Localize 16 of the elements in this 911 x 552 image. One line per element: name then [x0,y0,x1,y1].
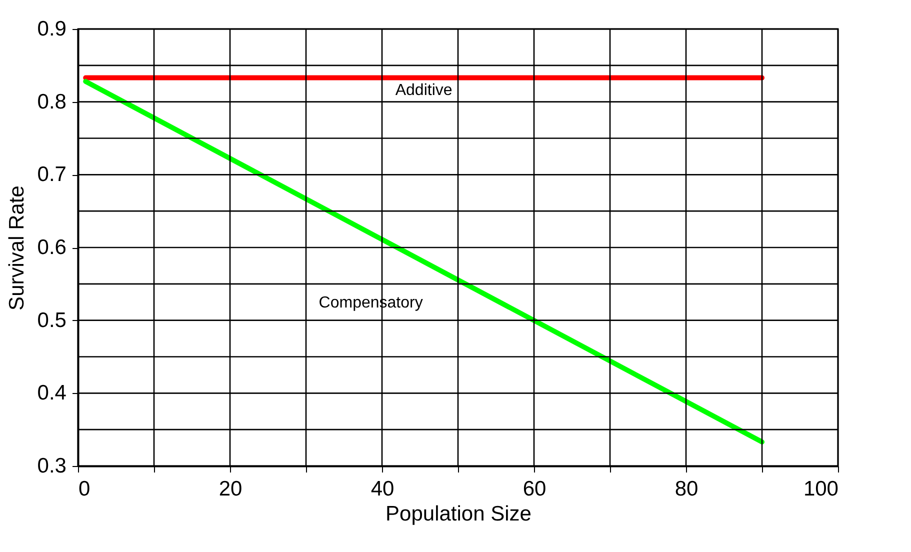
y-tick-label: 0.6 [37,236,66,259]
y-tick-label: 0.9 [37,18,66,40]
y-tick-label: 0.8 [37,90,66,114]
y-tick-label: 0.7 [37,163,66,186]
x-tick-label: 80 [674,478,698,500]
y-tick-label: 0.4 [37,382,67,405]
x-tick-label: 100 [803,478,838,500]
series-label: Additive [395,82,452,99]
x-tick-label: 0 [78,478,90,500]
x-tick-label: 60 [522,478,546,500]
x-axis-title: Population Size [386,502,532,526]
x-tick-label: 40 [370,478,394,500]
y-tick-label: 0.3 [37,454,66,478]
y-tick-label: 0.5 [37,308,66,332]
y-axis-title: Survival Rate [5,186,28,310]
x-tick-label: 20 [218,478,242,500]
